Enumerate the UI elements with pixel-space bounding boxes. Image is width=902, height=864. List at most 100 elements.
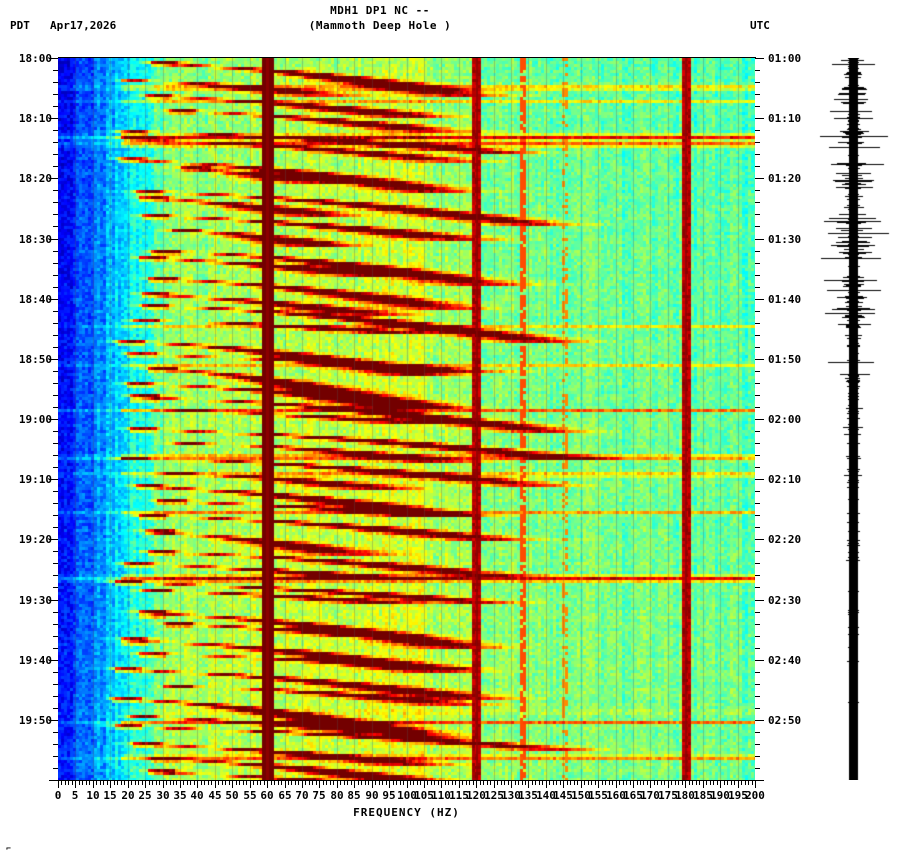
freq-axis-minor-tick (305, 780, 306, 785)
left-axis-minor-tick (53, 624, 58, 625)
left-axis-time-label: 18:00 (18, 52, 52, 65)
freq-axis-minor-tick (413, 780, 414, 785)
right-axis-minor-tick (755, 587, 760, 588)
freq-axis-major-tick (598, 780, 599, 788)
freq-axis-major-tick (215, 780, 216, 788)
right-axis-time-label: 02:30 (768, 594, 802, 607)
right-axis-time-label: 01:50 (768, 353, 802, 366)
freq-axis-major-tick (267, 780, 268, 788)
freq-axis-minor-tick (107, 780, 108, 785)
freq-axis-label: 100 (397, 789, 417, 802)
left-axis-minor-tick (53, 371, 58, 372)
right-axis-minor-tick (755, 624, 760, 625)
right-axis-minor-tick (755, 612, 760, 613)
freq-axis-minor-tick (149, 780, 150, 785)
left-axis-minor-tick (53, 696, 58, 697)
freq-axis-minor-tick (504, 780, 505, 785)
freq-axis-label: 75 (312, 789, 326, 802)
right-axis-minor-tick (755, 106, 760, 107)
freq-axis-minor-tick (542, 780, 543, 785)
left-axis-time-label: 19:50 (18, 714, 52, 727)
freq-axis-minor-tick (706, 780, 707, 785)
left-axis-minor-tick (53, 190, 58, 191)
freq-axis-major-tick (163, 780, 164, 788)
right-axis-minor-tick (755, 732, 760, 733)
right-axis-minor-tick (755, 154, 760, 155)
plot-border-top (58, 57, 756, 58)
right-axis-minor-tick (755, 744, 760, 745)
right-axis-major-tick (755, 239, 764, 240)
right-axis-time-label: 02:00 (768, 413, 802, 426)
freq-axis-minor-tick (570, 780, 571, 785)
freq-axis-minor-tick (264, 780, 265, 785)
freq-axis-minor-tick (176, 780, 177, 785)
right-axis-major-tick (755, 299, 764, 300)
freq-axis-label: 140 (536, 789, 556, 802)
left-axis-minor-tick (53, 527, 58, 528)
left-axis-major-tick (49, 58, 58, 59)
right-axis-minor-tick (755, 551, 760, 552)
right-axis-minor-tick (755, 431, 760, 432)
freq-axis-major-tick (685, 780, 686, 788)
spectrogram-plot[interactable]: 18:00 18:10 18:20 18:30 18:40 18:50 19:00 19:10… (19, 52, 801, 819)
freq-axis-minor-tick (114, 780, 115, 785)
freq-axis-major-tick (180, 780, 181, 788)
left-axis-major-tick (49, 780, 58, 781)
right-axis-minor-tick (755, 226, 760, 227)
left-axis-minor-tick (53, 130, 58, 131)
freq-axis-label: 60 (260, 789, 274, 802)
freq-axis-major-tick (285, 780, 286, 788)
freq-axis-minor-tick (201, 780, 202, 785)
freq-axis-minor-tick (375, 780, 376, 785)
freq-axis-label: 25 (138, 789, 152, 802)
left-axis-minor-tick (53, 515, 58, 516)
freq-axis-minor-tick (281, 780, 282, 785)
freq-axis-major-tick (703, 780, 704, 788)
freq-axis-major-tick (145, 780, 146, 788)
left-axis-minor-tick (53, 612, 58, 613)
freq-axis-minor-tick (602, 780, 603, 785)
freq-axis-minor-tick (595, 780, 596, 785)
freq-axis-minor-tick (204, 780, 205, 785)
freq-axis-minor-tick (539, 780, 540, 785)
freq-axis-minor-tick (79, 780, 80, 785)
freq-axis-minor-tick (445, 780, 446, 785)
left-axis-major-tick (49, 479, 58, 480)
freq-axis-minor-tick (396, 780, 397, 785)
freq-axis-label: 155 (588, 789, 608, 802)
freq-axis-minor-tick (351, 780, 352, 785)
freq-axis-minor-tick (170, 780, 171, 785)
freq-axis-minor-tick (549, 780, 550, 785)
right-axis-time-label: 01:30 (768, 233, 802, 246)
right-axis-minor-tick (755, 94, 760, 95)
right-axis-minor-tick (755, 527, 760, 528)
left-axis-minor-tick (53, 383, 58, 384)
amplitude-trace-panel (818, 58, 894, 780)
freq-axis-minor-tick (626, 780, 627, 785)
page-title: MDH1 DP1 NC -- (330, 4, 430, 17)
left-axis-major-tick (49, 359, 58, 360)
freq-axis-minor-tick (403, 780, 404, 785)
freq-axis-minor-tick (752, 780, 753, 785)
freq-axis-minor-tick (312, 780, 313, 785)
spectrogram-canvas (58, 58, 755, 780)
freq-axis-label: 30 (156, 789, 170, 802)
right-axis-minor-tick (755, 491, 760, 492)
freq-axis-label: 200 (745, 789, 765, 802)
left-axis-minor-tick (53, 106, 58, 107)
freq-axis-label: 70 (295, 789, 309, 802)
left-axis-time-label: 19:40 (18, 654, 52, 667)
freq-axis-minor-tick (637, 780, 638, 785)
left-axis-time-label: 18:40 (18, 293, 52, 306)
left-axis-minor-tick (53, 467, 58, 468)
left-axis-minor-tick (53, 455, 58, 456)
left-axis-minor-tick (53, 407, 58, 408)
freq-axis-label: 120 (466, 789, 486, 802)
freq-axis-major-tick (389, 780, 390, 788)
freq-axis-minor-tick (417, 780, 418, 785)
freq-axis-minor-tick (671, 780, 672, 785)
freq-axis-label: 130 (501, 789, 521, 802)
freq-axis-minor-tick (246, 780, 247, 785)
left-axis-major-tick (49, 720, 58, 721)
freq-axis-label: 170 (640, 789, 660, 802)
